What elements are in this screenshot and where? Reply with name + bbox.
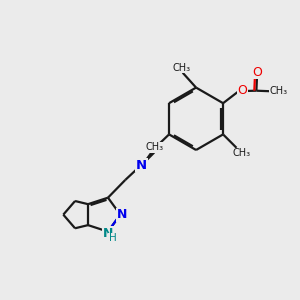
Text: CH₃: CH₃ xyxy=(270,86,288,96)
Text: H: H xyxy=(109,233,116,243)
Text: N: N xyxy=(103,226,113,240)
Text: N: N xyxy=(117,208,127,221)
Text: CH₃: CH₃ xyxy=(146,142,164,152)
Text: O: O xyxy=(252,66,262,79)
Text: O: O xyxy=(238,84,248,97)
Text: N: N xyxy=(136,158,147,172)
Text: CH₃: CH₃ xyxy=(172,63,190,73)
Text: CH₃: CH₃ xyxy=(232,148,250,158)
